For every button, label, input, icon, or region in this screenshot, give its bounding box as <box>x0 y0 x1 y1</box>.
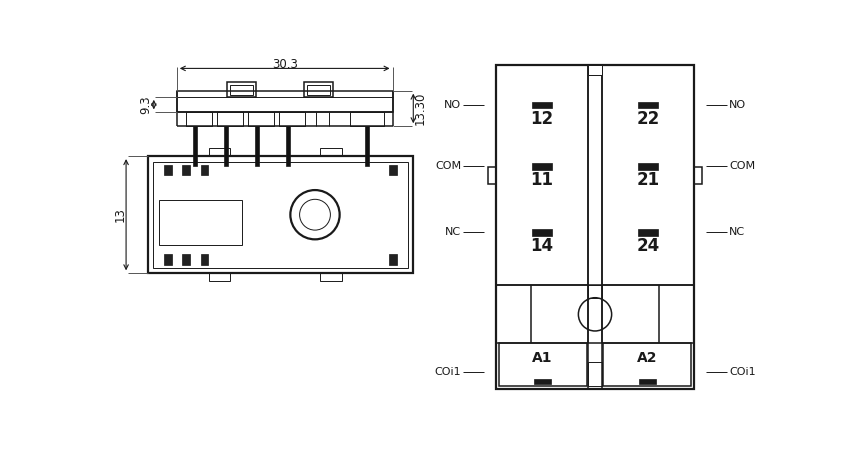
Text: COM: COM <box>729 161 755 171</box>
Bar <box>639 379 656 384</box>
Bar <box>186 112 212 126</box>
Text: 30.3: 30.3 <box>271 58 298 71</box>
Bar <box>304 82 333 97</box>
Bar <box>638 230 658 236</box>
Text: A1: A1 <box>532 351 553 366</box>
Text: 11: 11 <box>531 171 553 189</box>
Bar <box>278 112 305 126</box>
Text: 13.30: 13.30 <box>413 92 427 125</box>
Text: 12: 12 <box>531 110 554 128</box>
Bar <box>163 254 171 265</box>
Bar <box>255 126 259 166</box>
Text: COM: COM <box>435 161 461 171</box>
Text: NC: NC <box>729 227 745 237</box>
Bar <box>217 112 243 126</box>
Bar <box>147 156 413 273</box>
Bar <box>389 165 397 176</box>
Bar <box>350 112 384 126</box>
Bar <box>638 102 658 108</box>
Bar <box>694 167 702 184</box>
Bar <box>307 85 330 95</box>
Text: NC: NC <box>445 227 461 237</box>
Bar <box>532 163 552 170</box>
Bar <box>366 126 369 166</box>
Bar <box>603 343 692 386</box>
Bar <box>532 230 552 236</box>
Bar <box>230 85 253 95</box>
Text: 21: 21 <box>637 171 660 189</box>
Text: COi1: COi1 <box>434 366 461 377</box>
Bar <box>209 273 230 281</box>
Text: NO: NO <box>444 100 461 110</box>
Text: 24: 24 <box>637 237 660 255</box>
Bar <box>638 163 658 170</box>
Text: 22: 22 <box>637 110 660 128</box>
Bar <box>496 65 588 285</box>
Bar <box>247 112 274 126</box>
Text: NO: NO <box>729 100 746 110</box>
Bar <box>286 126 289 166</box>
Text: 14: 14 <box>531 237 554 255</box>
Text: A2: A2 <box>637 351 657 366</box>
Bar <box>588 361 602 386</box>
Text: 13: 13 <box>113 207 127 222</box>
Bar <box>163 165 171 176</box>
Bar <box>499 343 586 386</box>
Bar <box>201 165 209 176</box>
Bar <box>588 65 602 75</box>
Bar <box>177 91 393 112</box>
Bar <box>496 65 694 389</box>
Text: 9.3: 9.3 <box>140 95 152 114</box>
Bar <box>320 273 342 281</box>
Bar <box>389 254 397 265</box>
Bar <box>182 254 190 265</box>
Bar <box>201 254 209 265</box>
Bar <box>227 82 256 97</box>
Bar <box>602 65 694 285</box>
Bar <box>182 165 190 176</box>
Bar <box>193 126 197 166</box>
Bar <box>320 148 342 156</box>
Bar <box>209 148 230 156</box>
Bar <box>153 161 408 268</box>
Bar <box>534 379 551 384</box>
Bar <box>532 102 552 108</box>
Bar <box>159 200 242 245</box>
Bar <box>588 285 602 297</box>
Bar <box>488 167 496 184</box>
Text: COi1: COi1 <box>729 366 756 377</box>
Bar <box>224 126 228 166</box>
